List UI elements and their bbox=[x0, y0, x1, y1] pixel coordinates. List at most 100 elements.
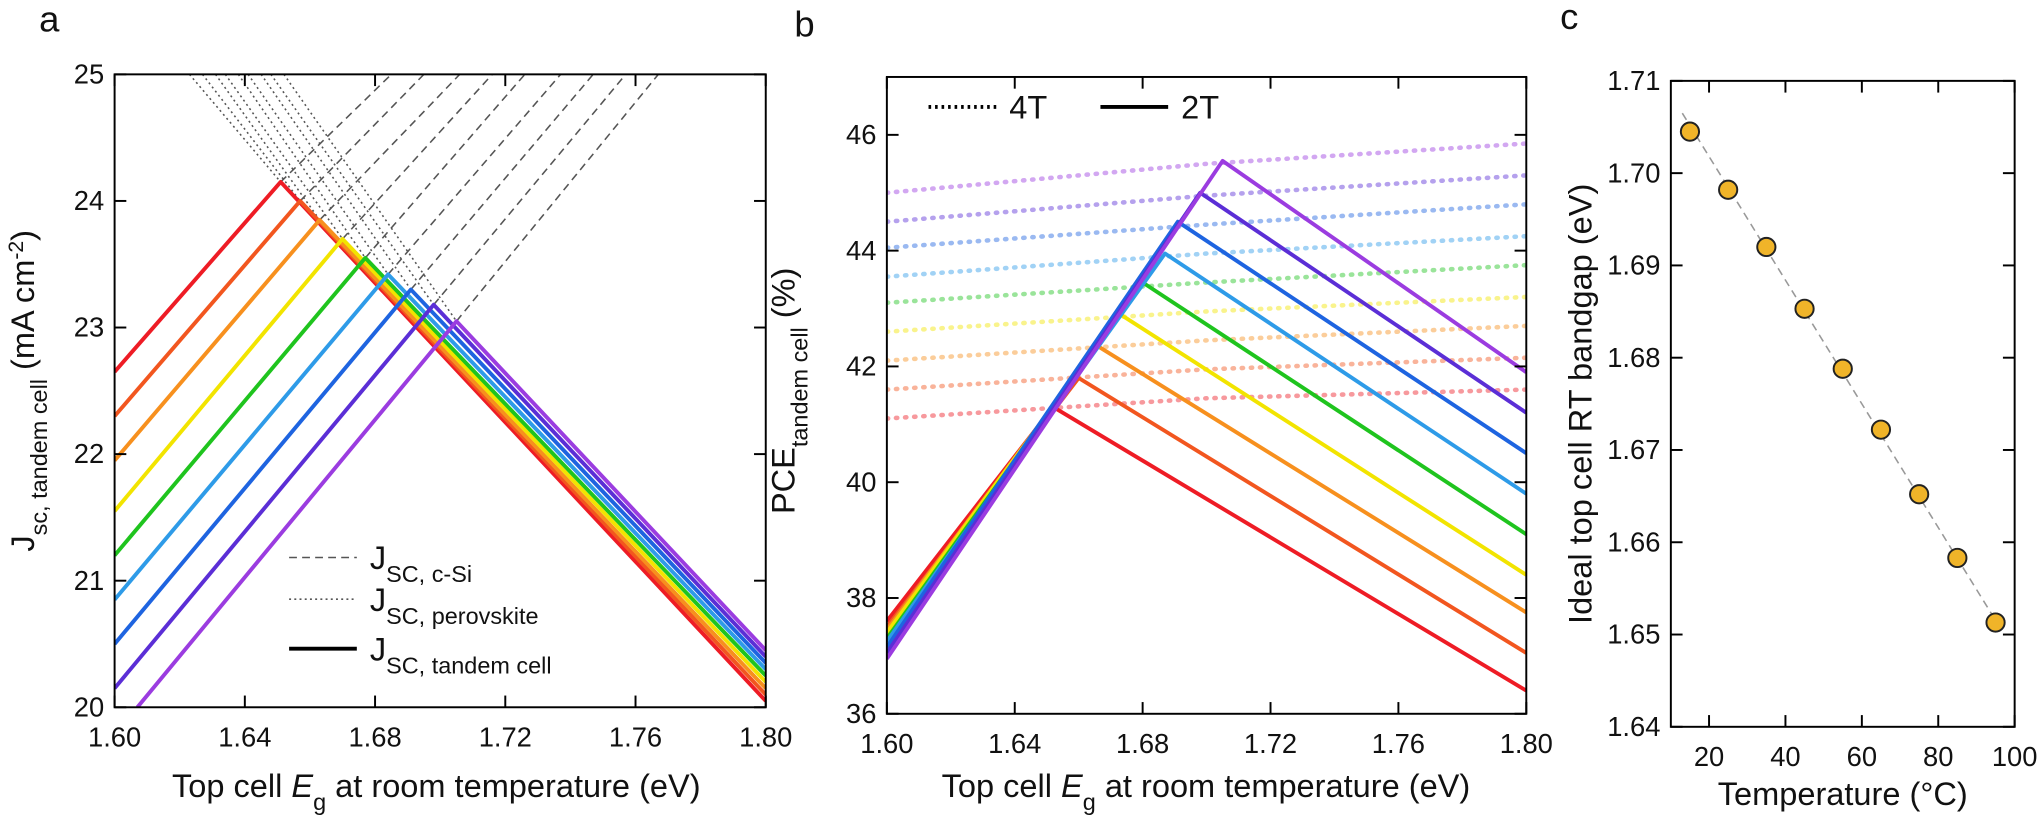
x-tick-label: 1.60 bbox=[860, 728, 913, 759]
x-tick-label: 1.76 bbox=[1372, 728, 1425, 759]
series-line bbox=[455, 74, 659, 322]
data-point bbox=[1832, 358, 1853, 379]
y-tick-label: 42 bbox=[846, 351, 876, 382]
label-part: at room temperature (eV) bbox=[1096, 768, 1470, 804]
panel-letter: a bbox=[39, 0, 60, 39]
panel: b 1.60 1.64 1.68 1.72 1.76 1.80 36 38 40 42 44 46 Top… bbox=[765, 4, 1552, 816]
x-tick-label: 60 bbox=[1847, 741, 1877, 772]
plot-frame bbox=[1669, 79, 2016, 728]
series-line bbox=[886, 294, 1527, 334]
label-part: sc, tandem cell bbox=[26, 379, 52, 535]
label-part: 4T bbox=[1009, 90, 1047, 126]
series-line bbox=[886, 404, 1527, 693]
y-tick-label: 1.70 bbox=[1607, 157, 1660, 188]
label-part: PCE bbox=[765, 447, 801, 514]
y-tick-label: 24 bbox=[74, 185, 104, 216]
x-tick-label: 1.80 bbox=[1500, 728, 1553, 759]
x-tick-label: 1.72 bbox=[479, 721, 532, 752]
plot-area bbox=[886, 141, 1527, 693]
series-line bbox=[886, 202, 1527, 251]
series-line bbox=[886, 280, 1527, 640]
data-point bbox=[1985, 612, 2006, 633]
y-axis-label: Ideal top cell RT bandgap (eV) bbox=[1562, 184, 1598, 624]
y-tick-label: 25 bbox=[74, 58, 104, 89]
series-line bbox=[410, 74, 594, 291]
series-line bbox=[387, 74, 562, 275]
series-line bbox=[886, 141, 1527, 196]
x-tick-label: 100 bbox=[1992, 741, 2038, 772]
x-axis-label: Top cell Eg at room temperature (eV) bbox=[942, 768, 1471, 815]
data-point bbox=[1756, 236, 1777, 258]
panel-letter: b bbox=[794, 4, 814, 45]
x-tick-label: 1.68 bbox=[1116, 728, 1169, 759]
y-tick-label: 46 bbox=[846, 119, 876, 150]
y-tick-label: 1.68 bbox=[1607, 342, 1660, 373]
x-tick-label: 1.64 bbox=[218, 721, 271, 752]
y-tick-label: 20 bbox=[74, 691, 104, 722]
label-part: Top cell bbox=[942, 768, 1061, 804]
x-tick-label: 1.72 bbox=[1244, 728, 1297, 759]
x-tick-label: 1.60 bbox=[88, 721, 141, 752]
y-tick-label: 1.64 bbox=[1607, 711, 1660, 742]
series-line bbox=[886, 323, 1527, 363]
series-line bbox=[114, 179, 766, 703]
data-point bbox=[1794, 298, 1815, 319]
series-line bbox=[114, 272, 766, 671]
y-tick-label: 1.69 bbox=[1607, 250, 1660, 281]
y-tick-label: 1.65 bbox=[1607, 619, 1660, 650]
panel: a 1.60 1.64 1.68 1.72 1.76 1.80 20 21 22 23 24 25 Top… bbox=[4, 0, 792, 815]
x-tick-label: 80 bbox=[1923, 741, 1953, 772]
series-line bbox=[114, 255, 766, 677]
x-tick-label: 20 bbox=[1694, 741, 1724, 772]
series-line bbox=[886, 355, 1527, 392]
plot-area bbox=[114, 74, 766, 708]
legend-label: JSC, perovskite bbox=[370, 582, 539, 629]
series-line bbox=[886, 158, 1527, 660]
data-point bbox=[1718, 179, 1739, 200]
y-tick-label: 1.67 bbox=[1607, 434, 1660, 465]
label-part: Ideal top cell RT bandgap (eV) bbox=[1562, 184, 1598, 624]
series-line bbox=[114, 302, 766, 690]
y-tick-label: 36 bbox=[846, 698, 876, 729]
y-tick-label: 1.66 bbox=[1607, 526, 1660, 557]
x-tick-label: 1.80 bbox=[739, 721, 792, 752]
y-tick-label: 22 bbox=[74, 438, 104, 469]
label-part: g bbox=[1083, 789, 1096, 815]
legend-label: 4T bbox=[1009, 90, 1047, 126]
y-tick-label: 38 bbox=[846, 582, 876, 613]
x-axis-label: Temperature (°C) bbox=[1718, 776, 1968, 812]
series-line bbox=[114, 217, 766, 690]
y-tick-label: 40 bbox=[846, 466, 876, 497]
series-line bbox=[886, 262, 1527, 306]
label-part: J bbox=[5, 535, 41, 551]
data-point bbox=[1947, 547, 1968, 569]
label-part: J bbox=[370, 631, 386, 667]
series-line bbox=[886, 219, 1527, 649]
label-part: 2T bbox=[1181, 90, 1219, 126]
series-line bbox=[114, 198, 766, 696]
y-tick-label: 21 bbox=[74, 565, 104, 596]
label-part: SC, tandem cell bbox=[386, 652, 551, 678]
series-line bbox=[283, 74, 766, 651]
data-point bbox=[1679, 121, 1701, 142]
plot-area bbox=[1679, 112, 2006, 634]
series-line bbox=[341, 74, 493, 240]
label-part: SC, c-Si bbox=[386, 561, 472, 587]
x-tick-label: 1.64 bbox=[988, 728, 1041, 759]
series-line bbox=[201, 74, 766, 696]
legend-label: 2T bbox=[1181, 90, 1219, 126]
legend-label: JSC, tandem cell bbox=[370, 631, 552, 678]
series-line bbox=[114, 236, 766, 684]
plot-frame bbox=[113, 73, 767, 709]
label-part: SC, perovskite bbox=[386, 603, 538, 629]
y-axis-label: Jsc, tandem cell (mA cm-2) bbox=[4, 230, 52, 552]
series-line bbox=[237, 74, 766, 677]
label-part: tandem cell bbox=[786, 327, 812, 447]
plot-frame bbox=[885, 75, 1528, 715]
label-part: -2 bbox=[4, 241, 27, 260]
series-line bbox=[319, 74, 461, 221]
panel: c 20 40 60 80 100 1.64 1.65 1.66 1.67 1.68 1.69 1.70… bbox=[1560, 0, 2037, 812]
y-tick-label: 44 bbox=[846, 235, 876, 266]
legend-label: JSC, c-Si bbox=[370, 540, 472, 587]
